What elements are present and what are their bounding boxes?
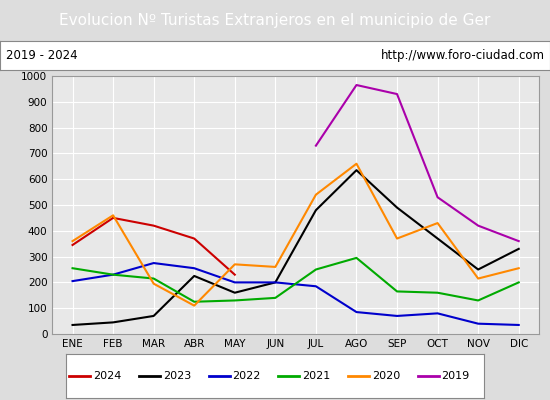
Text: http://www.foro-ciudad.com: http://www.foro-ciudad.com xyxy=(381,49,544,62)
Text: 2020: 2020 xyxy=(372,371,400,381)
Text: 2023: 2023 xyxy=(163,371,191,381)
Text: 2019 - 2024: 2019 - 2024 xyxy=(6,49,77,62)
Text: Evolucion Nº Turistas Extranjeros en el municipio de Ger: Evolucion Nº Turistas Extranjeros en el … xyxy=(59,14,491,28)
Text: 2021: 2021 xyxy=(302,371,331,381)
Text: 2022: 2022 xyxy=(233,371,261,381)
Text: 2024: 2024 xyxy=(93,371,122,381)
Text: 2019: 2019 xyxy=(442,371,470,381)
